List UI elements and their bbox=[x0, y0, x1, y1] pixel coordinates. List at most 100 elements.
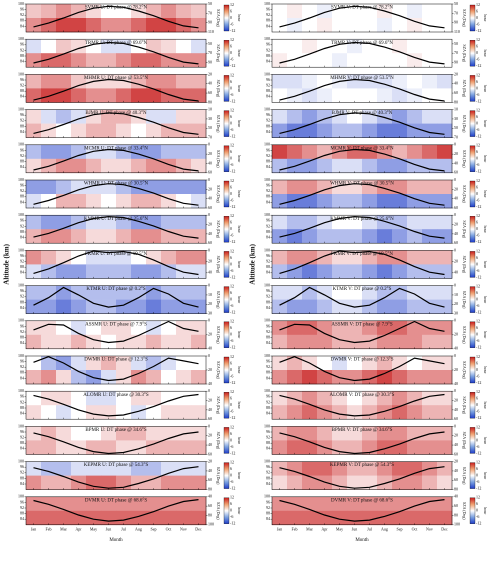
y-tick-label: 96 bbox=[20, 218, 24, 223]
heat-cell bbox=[377, 334, 393, 350]
heat-cell bbox=[392, 334, 408, 350]
y2-tick-label: 0 bbox=[454, 283, 456, 288]
heat-cell bbox=[41, 391, 57, 406]
heat-cell bbox=[161, 4, 177, 19]
y-tick-label: 100 bbox=[18, 247, 24, 252]
panel-title: MCMR U: DT phase @ 33.4°N bbox=[84, 146, 148, 151]
heat-cell bbox=[317, 194, 333, 209]
heat-cell bbox=[437, 109, 453, 124]
y-tick-label: 84 bbox=[20, 235, 24, 240]
heat-cell bbox=[191, 426, 207, 441]
heat-cell bbox=[116, 158, 132, 174]
heat-cell bbox=[161, 475, 177, 490]
sza-line bbox=[33, 466, 199, 489]
heat-cell bbox=[26, 4, 42, 19]
y2-tick-label: 60 bbox=[454, 170, 458, 175]
colorbar-tick-label: -12 bbox=[476, 450, 481, 455]
heat-cell bbox=[377, 461, 393, 476]
heat-cell bbox=[347, 144, 363, 160]
colorbar-tick-label: -6 bbox=[476, 479, 479, 484]
colorbar-tick-label: -6 bbox=[476, 21, 479, 26]
colorbar bbox=[223, 251, 230, 278]
y2-tick-label: 0 bbox=[454, 177, 456, 182]
heat-cell bbox=[272, 229, 288, 244]
heat-cell bbox=[392, 229, 408, 244]
heat-cell bbox=[176, 39, 192, 54]
y2-tick-label: 60 bbox=[208, 240, 212, 245]
colorbar-tick-label: -6 bbox=[476, 409, 479, 414]
heat-cell bbox=[26, 123, 42, 138]
heat-cell bbox=[377, 264, 393, 279]
y-tick-label: 88 bbox=[266, 194, 270, 199]
heat-cell bbox=[86, 123, 102, 138]
colorbar bbox=[223, 462, 230, 489]
heat-cell bbox=[422, 264, 438, 279]
heat-cell bbox=[101, 123, 117, 138]
x-tick-label: Aug bbox=[381, 527, 388, 532]
y-tick-label: 96 bbox=[20, 147, 24, 152]
heat-cell bbox=[56, 215, 72, 230]
y2-tick-label: 40 bbox=[208, 270, 212, 275]
x-tick-label: Dec bbox=[441, 527, 448, 532]
heat-cell bbox=[191, 229, 207, 244]
y-tick-label: 88 bbox=[20, 159, 24, 164]
y-tick-label: 96 bbox=[20, 394, 24, 399]
heat-cell bbox=[437, 475, 453, 490]
heat-cell bbox=[101, 285, 117, 300]
sza-line bbox=[279, 183, 445, 206]
heat-cell bbox=[317, 144, 333, 160]
plot-frame bbox=[271, 390, 453, 420]
heat-cell bbox=[332, 299, 348, 314]
heat-cell bbox=[41, 426, 57, 441]
heat-cell bbox=[191, 215, 207, 230]
plot-frame bbox=[25, 250, 207, 279]
plot-frame bbox=[25, 496, 207, 526]
y-tick-label: 100 bbox=[264, 107, 270, 112]
colorbar-label: hour bbox=[237, 366, 242, 374]
heat-cell bbox=[26, 440, 42, 455]
colorbar-tick-label: 6 bbox=[230, 466, 232, 471]
sza-line bbox=[33, 286, 199, 308]
y-tick-label: 84 bbox=[266, 270, 270, 275]
heat-cell bbox=[272, 320, 288, 336]
heat-cell bbox=[71, 4, 87, 19]
panel-title: KEPMR V: DT phase @ 54.3°S bbox=[330, 463, 394, 468]
heat-cell bbox=[86, 109, 102, 124]
heat-cell bbox=[302, 461, 318, 476]
heat-cell bbox=[362, 426, 378, 441]
heat-cell bbox=[86, 264, 102, 279]
y-tick-label: 100 bbox=[18, 388, 24, 393]
y2-tick-label: 50 bbox=[454, 41, 458, 46]
y2-tick-label: 40 bbox=[208, 196, 212, 201]
y-tick-label: 88 bbox=[266, 335, 270, 340]
heat-cell bbox=[302, 215, 318, 230]
y-tick-label: 100 bbox=[264, 283, 270, 288]
colorbar-tick-label: 12 bbox=[476, 460, 480, 465]
heat-cell bbox=[392, 158, 408, 174]
colorbar-tick-label: 0 bbox=[230, 332, 232, 337]
y2-tick-label: 0 bbox=[208, 142, 210, 147]
heat-cell bbox=[116, 356, 132, 371]
heat-cell bbox=[56, 18, 72, 33]
colorbar-tick-label: 6 bbox=[230, 8, 232, 13]
y-tick-label: 92 bbox=[20, 294, 24, 299]
panel-title: BJMR V: DT phase @ 40.3°N bbox=[332, 111, 393, 116]
y2-tick-label: 20 bbox=[454, 367, 458, 372]
heat-cell bbox=[71, 510, 87, 526]
heat-cell bbox=[86, 88, 102, 103]
heat-cell bbox=[71, 461, 87, 476]
heat-cell bbox=[41, 53, 57, 68]
heat-cell bbox=[347, 285, 363, 300]
heat-cell bbox=[407, 123, 423, 138]
heat-cell bbox=[161, 144, 177, 160]
y2-tick-label: 0 bbox=[208, 318, 210, 323]
heat-cell bbox=[287, 356, 303, 371]
panel-title: FKMR U: DT phase @ 19.5°N bbox=[85, 252, 148, 257]
heat-cell bbox=[347, 356, 363, 371]
heat-cell bbox=[71, 356, 87, 371]
y2-tick-label: 20 bbox=[208, 186, 212, 191]
heat-cell bbox=[422, 285, 438, 300]
y2-tick-label: 110 bbox=[454, 29, 460, 34]
heat-cell bbox=[317, 4, 333, 19]
y2-axis-label: SZA (Deg) bbox=[216, 256, 221, 274]
